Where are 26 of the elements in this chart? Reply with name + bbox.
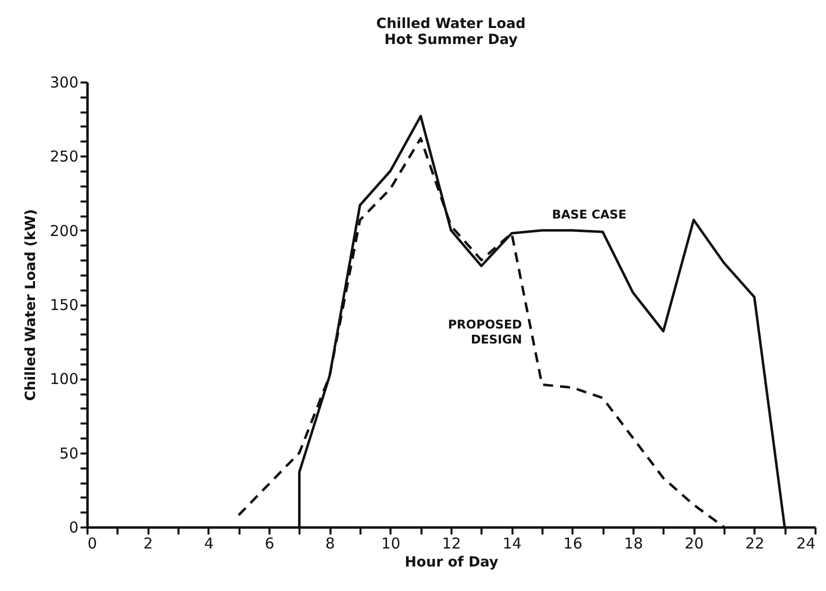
x-tick-label: 22 (745, 534, 764, 552)
x-tick-label: 0 (88, 534, 98, 552)
y-tick-label: 150 (50, 296, 78, 314)
x-tick-label: 10 (381, 534, 400, 552)
y-tick-label: 200 (50, 222, 78, 240)
x-tick-label: 20 (684, 534, 704, 552)
x-tick-label: 8 (325, 534, 335, 552)
x-tick-label: 18 (624, 534, 644, 552)
x-tick-label: 2 (143, 534, 153, 552)
x-axis-title: Hour of Day (404, 554, 498, 570)
x-tick-label: 4 (204, 534, 214, 552)
x-tick-label: 12 (442, 534, 462, 552)
y-tick-label: 0 (68, 518, 78, 536)
x-tick-label: 24 (796, 534, 816, 552)
series-label: BASE CASE (552, 207, 626, 222)
y-tick-label: 300 (50, 74, 78, 92)
y-tick-label: 250 (50, 148, 78, 166)
y-tick-label: 50 (59, 444, 78, 462)
series-label: PROPOSED DESIGN (448, 318, 522, 347)
chart-title: Chilled Water Load (376, 16, 526, 32)
x-tick-label: 6 (264, 534, 274, 552)
x-tick-label: 16 (563, 534, 582, 552)
chart-subtitle: Hot Summer Day (384, 32, 518, 48)
y-tick-label: 100 (50, 370, 78, 388)
y-axis-title: Chilled Water Load (kW) (22, 209, 39, 401)
x-tick-label: 14 (502, 534, 522, 552)
